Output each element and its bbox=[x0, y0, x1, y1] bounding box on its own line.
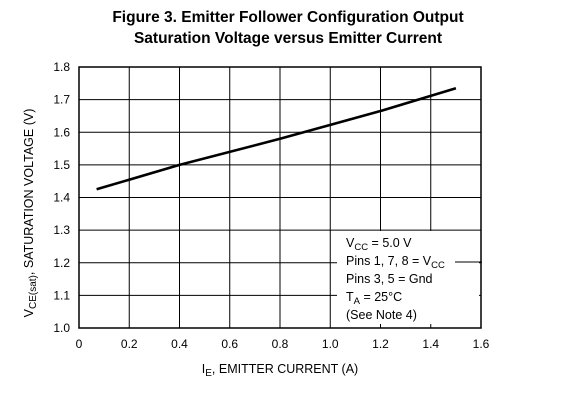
y-tick-label: 1.0 bbox=[53, 321, 70, 335]
x-tick-label: 0 bbox=[76, 337, 83, 351]
annotation-ta: TA = 25°C bbox=[346, 290, 402, 307]
y-tick-label: 1.6 bbox=[53, 125, 70, 139]
annotation-pins-vcc: Pins 1, 7, 8 = VCC bbox=[346, 254, 445, 271]
series-group bbox=[96, 86, 457, 191]
chart-title-line-1: Figure 3. Emitter Follower Configuration… bbox=[112, 9, 464, 26]
y-tick-label: 1.7 bbox=[53, 93, 70, 107]
x-tick-label: 0.4 bbox=[171, 337, 188, 351]
plot-frame bbox=[78, 66, 482, 329]
x-tick-labels: 0 0.2 0.4 0.6 0.8 1.0 1.2 1.4 1.6 bbox=[76, 337, 490, 351]
annotation-vcc: VCC = 5.0 V bbox=[346, 236, 412, 253]
annotation-background bbox=[337, 231, 479, 324]
x-tick-label: 1.4 bbox=[422, 337, 439, 351]
y-tick-label: 1.2 bbox=[53, 256, 70, 270]
y-tick-label: 1.1 bbox=[53, 288, 70, 302]
chart-title: Figure 3. Emitter Follower Configuration… bbox=[0, 7, 576, 49]
y-axis-label: VCE(sat), SATURATION VOLTAGE (V) bbox=[22, 109, 39, 318]
series-line bbox=[96, 86, 457, 191]
annotation-see-note: (See Note 4) bbox=[346, 308, 417, 322]
x-tick-label: 1.0 bbox=[322, 337, 339, 351]
x-tick-label: 0.2 bbox=[121, 337, 138, 351]
x-tick-label: 1.6 bbox=[473, 337, 490, 351]
y-tick-label: 1.5 bbox=[53, 158, 70, 172]
annotation-pins-gnd: Pins 3, 5 = Gnd bbox=[346, 272, 433, 286]
chart-title-line-2: Saturation Voltage versus Emitter Curren… bbox=[133, 30, 443, 47]
x-tick-label: 0.8 bbox=[272, 337, 289, 351]
x-tick-label: 0.6 bbox=[221, 337, 238, 351]
y-tick-label: 1.4 bbox=[53, 191, 70, 205]
x-axis-label: IE, EMITTER CURRENT (A) bbox=[202, 362, 358, 379]
y-tick-label: 1.8 bbox=[53, 60, 70, 74]
x-tick-label: 1.2 bbox=[372, 337, 389, 351]
y-tick-labels: 1.0 1.1 1.2 1.3 1.4 1.5 1.6 1.7 1.8 bbox=[53, 60, 70, 335]
y-tick-label: 1.3 bbox=[53, 223, 70, 237]
